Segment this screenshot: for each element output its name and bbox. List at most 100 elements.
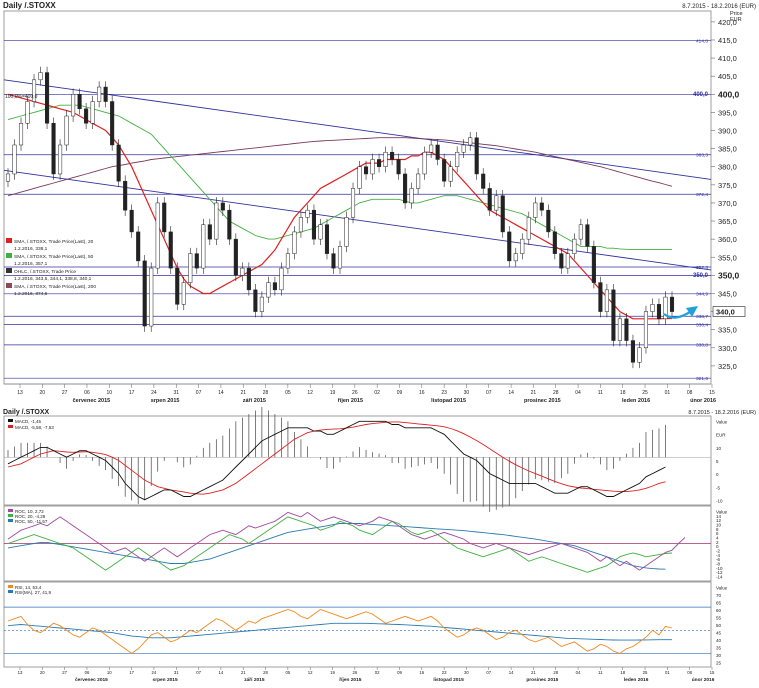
date-tick-label: 11 [598, 390, 603, 396]
indicator-tick-label: 2 [716, 540, 719, 545]
legend-sma200: SMA, /.STOXX, Trade Price(Last), 200 [14, 284, 96, 290]
candle [129, 209, 134, 233]
price-tick-label: 360,0 [718, 235, 737, 244]
date-tick-label: 21 [240, 390, 246, 396]
indicator-tick-label: 25 [716, 661, 722, 666]
date-tick-label: 27 [62, 390, 68, 396]
date-tick-label: 28 [553, 390, 559, 396]
candle [403, 173, 408, 204]
candle [585, 224, 590, 247]
candle [552, 231, 557, 254]
indicator-tick-label: 45 [716, 631, 722, 636]
indicator-tick-label: 35 [716, 646, 722, 651]
candle [97, 86, 102, 102]
bottom-month-label: únor 2016 [692, 677, 715, 683]
bottom-date-tick-label: 11 [598, 670, 603, 675]
candle [572, 238, 577, 254]
level-label: 400,0 [693, 92, 709, 98]
month-label: leden 2016 [622, 398, 650, 404]
indicator-tick-label: 4 [716, 536, 719, 541]
indicator-tick-label: Value [716, 510, 728, 515]
candle [507, 231, 512, 262]
month-label: prosinec 2015 [524, 398, 561, 404]
bottom-date-tick-label: 24 [152, 670, 157, 675]
date-tick-label: 10 [107, 390, 113, 396]
level-label: 321,6 [696, 376, 708, 382]
indicator-tick-label: 10 [716, 446, 722, 451]
rsi-plot-frame [3, 581, 712, 668]
price-candles [5, 66, 675, 369]
indicator-tick-label: 6 [716, 531, 719, 536]
date-tick-label: 13 [17, 390, 23, 396]
candle [669, 296, 675, 312]
month-label: říjen 2015 [338, 398, 363, 404]
date-tick-label: 14 [508, 390, 514, 396]
rsi-panel: RSI, 14, 53,4 RSI(MA), 27, 41,9 Value 70 6… [3, 581, 728, 683]
candle [168, 231, 173, 269]
candle [331, 253, 336, 269]
indicator-tick-label: 55 [716, 616, 722, 621]
indicator-tick-label: 60 [716, 608, 722, 613]
candle [31, 79, 37, 102]
legend-swatch-sma50 [6, 253, 12, 258]
candle [481, 173, 486, 189]
date-tick-label: 08 [687, 390, 693, 396]
candle [51, 123, 56, 175]
candle [643, 311, 649, 349]
indicator-tick-label: -4 [716, 553, 720, 558]
candle [136, 231, 141, 262]
candle [604, 289, 609, 312]
date-tick-label: 12 [307, 390, 313, 396]
candle [500, 195, 505, 233]
bottom-date-tick-label: 07 [486, 670, 491, 675]
candle [116, 144, 121, 182]
candle [5, 173, 11, 182]
legend-roc10: ROC, 10, 2,72 [15, 509, 44, 514]
candle [64, 115, 69, 146]
roc20-line [7, 516, 673, 573]
macd-line [7, 420, 666, 501]
bottom-month-label: srpen 2015 [153, 677, 178, 683]
candle [318, 224, 323, 240]
candle [611, 289, 616, 341]
roc-lines [4, 511, 711, 573]
current-price-value: 340,0 [716, 308, 735, 317]
bottom-date-tick-label: 01 [665, 670, 670, 675]
candle [142, 260, 147, 327]
candle [201, 224, 206, 269]
current-price-badge [712, 306, 746, 317]
legend-swatch-ohlc [6, 268, 12, 273]
candle [194, 253, 199, 269]
forecast-arrow-icon [663, 311, 691, 319]
bottom-date-tick-label: 31 [174, 670, 179, 675]
candle [630, 340, 635, 363]
candle [455, 151, 460, 167]
candle [448, 166, 453, 182]
legend-sma20: SMA, /.STOXX, Trade Price(Last), 20 [14, 239, 94, 245]
indicator-tick-label: Value [716, 420, 728, 425]
candle [246, 267, 251, 291]
legend-roc20: ROC, 20, -4,28 [15, 514, 46, 519]
indicator-tick-label: 65 [716, 601, 722, 606]
legend-swatch-sma20 [6, 238, 12, 243]
candle [487, 188, 492, 211]
bottom-date-tick-label: 21 [531, 670, 536, 675]
price-axis-unit: EUR [730, 17, 742, 23]
candle [591, 246, 596, 283]
price-tick-label: 380,0 [718, 163, 737, 172]
candle [90, 101, 95, 124]
price-tick-label: 365,0 [718, 217, 737, 226]
bottom-date-tick-label: 19 [330, 670, 335, 675]
candle [253, 289, 258, 312]
date-tick-label: 07 [196, 390, 202, 396]
date-tick-label: 30 [464, 390, 470, 396]
candle [103, 86, 108, 102]
candle [396, 159, 401, 175]
level-label: 350,0 [693, 273, 709, 279]
bottom-date-tick-label: 08 [687, 670, 692, 675]
indicator-tick-label: 5 [716, 459, 719, 464]
bottom-date-tick-label: 16 [419, 670, 424, 675]
main-price-panel: Daily /.STOXX 8.7.2015 - 18.2.2016 (EUR)… [3, 1, 756, 404]
